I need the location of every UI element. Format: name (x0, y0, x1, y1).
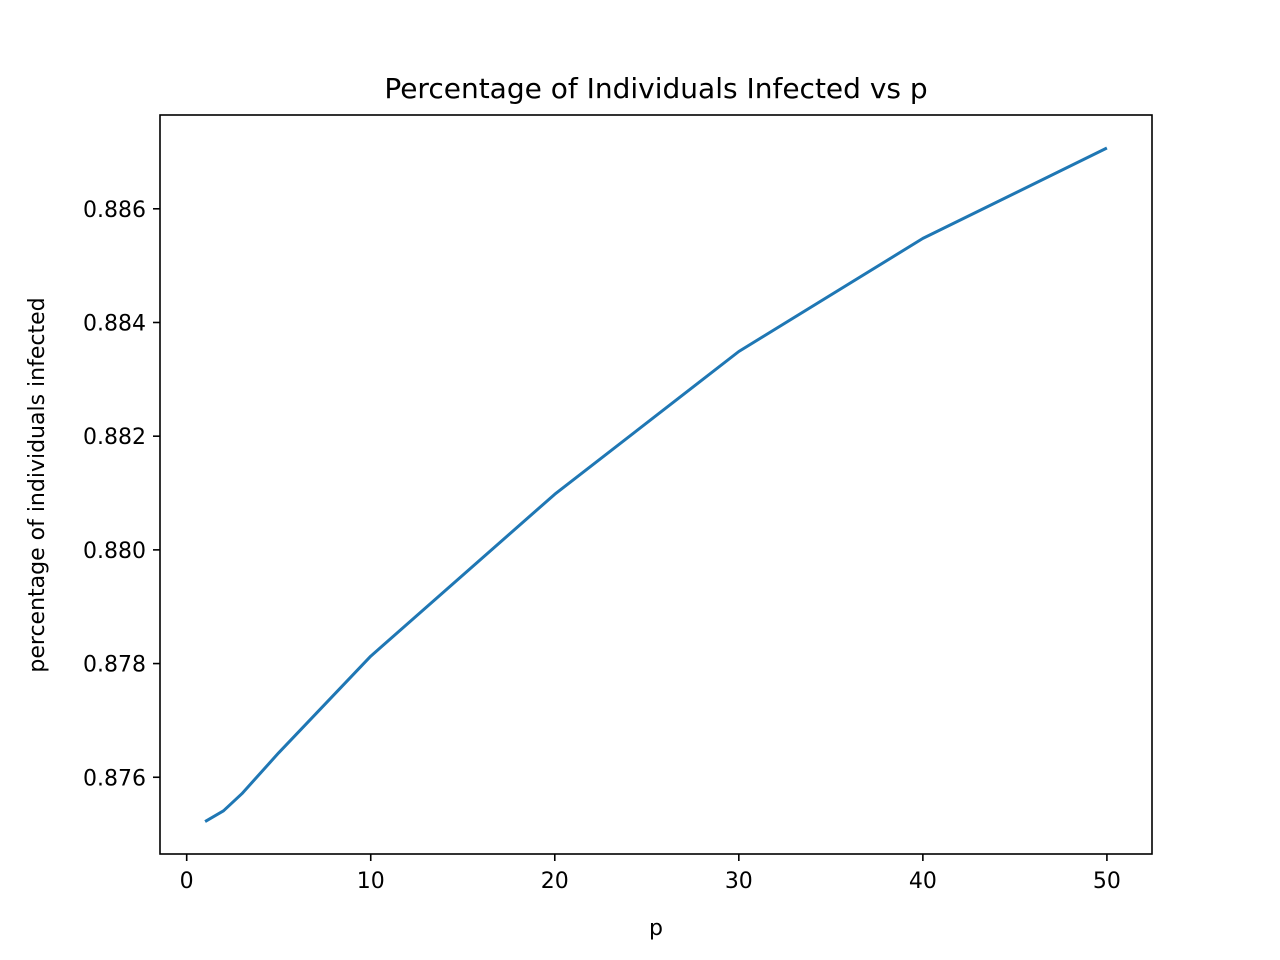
y-axis: 0.876 0.878 0.880 0.882 0.884 0.886 (83, 198, 160, 791)
plot-area (159, 114, 1153, 855)
y-tick-label: 0.884 (83, 311, 146, 336)
x-axis: 0 10 20 30 40 50 (180, 854, 1121, 894)
x-tick-label: 30 (725, 869, 753, 894)
plot-frame (159, 114, 1153, 855)
x-tick-label: 10 (357, 869, 385, 894)
plot-background (160, 115, 1152, 854)
y-tick-label: 0.876 (83, 766, 146, 791)
x-tick-label: 20 (541, 869, 569, 894)
x-tick-label: 40 (909, 869, 937, 894)
x-tick-label: 50 (1093, 869, 1121, 894)
chart-title: Percentage of Individuals Infected vs p (384, 72, 927, 105)
y-tick-label: 0.878 (83, 653, 146, 678)
y-axis-label: percentage of individuals infected (25, 297, 50, 672)
series-line (204, 146, 1108, 823)
y-tick-label: 0.882 (83, 425, 146, 450)
x-axis-label: p (649, 916, 663, 941)
y-tick-label: 0.886 (83, 198, 146, 223)
y-tick-label: 0.880 (83, 539, 146, 564)
x-tick-label: 0 (180, 869, 194, 894)
